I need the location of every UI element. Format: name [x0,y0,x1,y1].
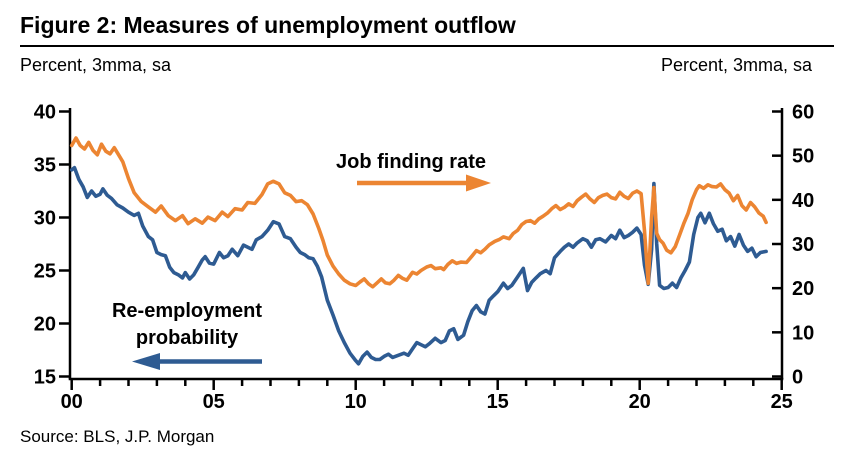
axis-tick-labels: 00 05 10 15 20 25 40 35 30 25 20 15 60 50 40 30 20 10 0 [34,102,815,414]
reemployment-label-line1: Re-employment [112,300,262,322]
series-line-job-finding-rate [69,136,768,289]
left-axis-tick-label: 40 [34,102,56,124]
right-axis-tick-label: 60 [792,102,814,124]
left-axis-tick-label: 15 [34,367,56,389]
job-finding-rate-arrowhead [466,174,491,192]
series-line-re-employment-probability [69,165,768,366]
x-axis-tick-label: 20 [629,391,651,413]
left-axis-title: Percent, 3mma, sa [20,55,172,75]
right-axis-tick-label: 20 [792,278,814,300]
left-axis-tick-label: 25 [34,261,56,283]
x-axis-tick-label: 00 [61,391,83,413]
reemployment-label-line2: probability [136,327,239,349]
axis-ticks [59,110,783,390]
job-finding-rate-label: Job finding rate [336,151,486,173]
job-finding-rate-annotation: Job finding rate [336,151,491,192]
right-axis-tick-label: 50 [792,146,814,168]
left-axis-tick-label: 35 [34,155,56,177]
left-axis-tick-label: 30 [34,208,56,230]
x-axis-tick-label: 10 [345,391,367,413]
left-axis-tick-label: 20 [34,314,56,336]
title-divider [20,45,834,47]
right-axis-tick-label: 0 [792,367,803,389]
reemployment-arrowhead [132,353,160,370]
x-axis-tick-label: 05 [203,391,225,413]
right-axis-title: Percent, 3mma, sa [660,55,812,75]
source-note: Source: BLS, J.P. Morgan [20,427,215,446]
x-axis-tick-label: 25 [771,391,793,413]
reemployment-annotation: Re-employment probability [112,300,262,370]
right-axis-tick-label: 30 [792,234,814,256]
right-axis-tick-label: 40 [792,190,814,212]
x-axis-tick-label: 15 [487,391,509,413]
right-axis-tick-label: 10 [792,322,814,344]
figure-title: Figure 2: Measures of unemployment outfl… [20,12,516,38]
series-lines [69,136,768,366]
